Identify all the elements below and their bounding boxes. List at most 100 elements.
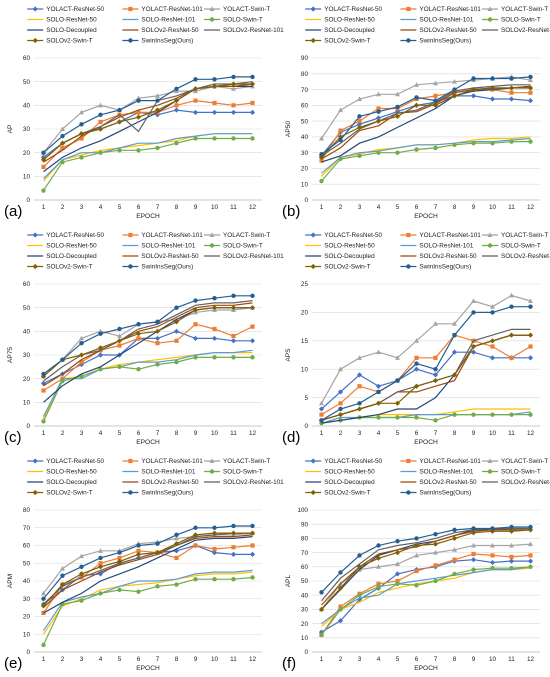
- data-point: [470, 86, 477, 93]
- legend-label: SOLOv2-ResNet-50: [141, 27, 199, 34]
- data-point: [338, 604, 343, 609]
- data-point: [356, 564, 363, 570]
- data-point: [527, 355, 534, 361]
- data-point: [41, 188, 46, 193]
- legend-marker: [209, 232, 215, 237]
- data-point: [155, 341, 160, 346]
- x-tick-label: 9: [472, 430, 476, 437]
- x-tick-label: 11: [230, 656, 237, 663]
- legend-label: SOLO-Decoupled: [324, 27, 375, 34]
- data-point: [375, 555, 382, 561]
- data-point: [174, 582, 179, 587]
- series-swininsseg-ours-: [319, 524, 533, 595]
- data-point: [117, 343, 122, 348]
- data-point: [231, 103, 236, 108]
- y-tick-label: 30: [301, 150, 309, 157]
- data-point: [174, 141, 179, 146]
- y-axis-title: APM: [7, 574, 14, 588]
- series-line: [43, 300, 253, 382]
- legend-marker: [310, 6, 316, 12]
- legend-label: SOLOv2-ResNet-101: [501, 253, 550, 260]
- data-point: [250, 293, 255, 299]
- series-line: [43, 295, 253, 375]
- data-point: [79, 122, 84, 127]
- data-point: [136, 543, 141, 548]
- legend-label: YOLACT-ResNet-50: [46, 458, 104, 465]
- y-tick-label: 50: [23, 560, 31, 567]
- data-point: [98, 102, 103, 108]
- legend-label: SOLO-Decoupled: [324, 479, 375, 486]
- data-point: [136, 548, 141, 553]
- x-tick-label: 11: [230, 204, 237, 211]
- data-point: [250, 324, 255, 329]
- legend-marker: [310, 232, 316, 238]
- y-tick-label: 10: [301, 366, 309, 373]
- data-point: [211, 550, 218, 556]
- legend-marker: [128, 232, 133, 238]
- data-point: [212, 577, 217, 582]
- data-point: [135, 331, 142, 337]
- chart-panel-4: YOLACT-ResNet-50 YOLACT-ResNet-101 YOLACT-…: [4, 458, 284, 672]
- x-tick-label: 10: [489, 204, 497, 211]
- legend-label: SOLOv2-ResNet-50: [141, 479, 199, 486]
- data-point: [433, 321, 438, 326]
- data-point: [79, 155, 84, 160]
- series-line: [321, 526, 531, 593]
- series-solo-decoupled: [43, 536, 253, 614]
- data-point: [337, 618, 344, 624]
- data-point: [337, 389, 344, 395]
- data-point: [250, 355, 255, 360]
- data-point: [395, 91, 400, 97]
- data-point: [337, 585, 344, 591]
- x-tick-label: 1: [42, 656, 46, 663]
- legend-marker: [209, 17, 215, 22]
- data-point: [395, 581, 400, 587]
- y-tick-label: 25: [301, 281, 309, 288]
- data-point: [98, 555, 103, 561]
- data-point: [250, 523, 255, 529]
- series-solo-resnet-101: [321, 566, 531, 625]
- series-solo-resnet-50: [43, 571, 253, 635]
- legend-marker: [32, 37, 38, 44]
- legend-marker: [32, 232, 38, 238]
- series-line: [43, 99, 253, 168]
- series-solo-decoupled: [321, 334, 531, 424]
- legend-marker: [32, 263, 38, 270]
- series-solov2-swin-t: [40, 81, 256, 163]
- legend-label: SOLO-Decoupled: [46, 27, 97, 34]
- data-point: [154, 550, 161, 556]
- data-point: [509, 554, 514, 559]
- legend-label: SOLO-ResNet-50: [46, 243, 97, 250]
- data-point: [433, 563, 438, 568]
- data-point: [433, 578, 438, 584]
- data-point: [395, 150, 400, 155]
- y-axis-title: AP: [7, 124, 14, 133]
- legend-label: YOLACT-ResNet-101: [419, 458, 481, 465]
- data-point: [528, 553, 533, 558]
- y-tick-label: 20: [23, 376, 31, 383]
- data-point: [250, 100, 255, 106]
- data-point: [375, 118, 382, 124]
- data-point: [452, 142, 457, 147]
- legend-marker: [128, 490, 133, 495]
- data-point: [357, 114, 362, 119]
- data-point: [471, 526, 476, 531]
- data-point: [338, 156, 343, 162]
- series-line: [43, 569, 253, 632]
- data-point: [509, 90, 514, 95]
- panel-label: (d): [282, 429, 300, 446]
- series-line: [43, 76, 253, 154]
- y-tick-label: 10: [301, 181, 309, 188]
- data-point: [192, 86, 199, 92]
- data-point: [193, 355, 198, 360]
- data-point: [231, 333, 236, 339]
- y-tick-label: 80: [301, 536, 309, 543]
- data-point: [231, 86, 236, 91]
- data-point: [41, 642, 46, 648]
- data-point: [97, 571, 104, 577]
- data-point: [250, 543, 255, 548]
- legend-label: SOLOv2-ResNet-50: [419, 27, 477, 34]
- series-solov2-resnet-101: [43, 300, 253, 382]
- legend-marker: [406, 6, 411, 12]
- series-line: [321, 84, 531, 157]
